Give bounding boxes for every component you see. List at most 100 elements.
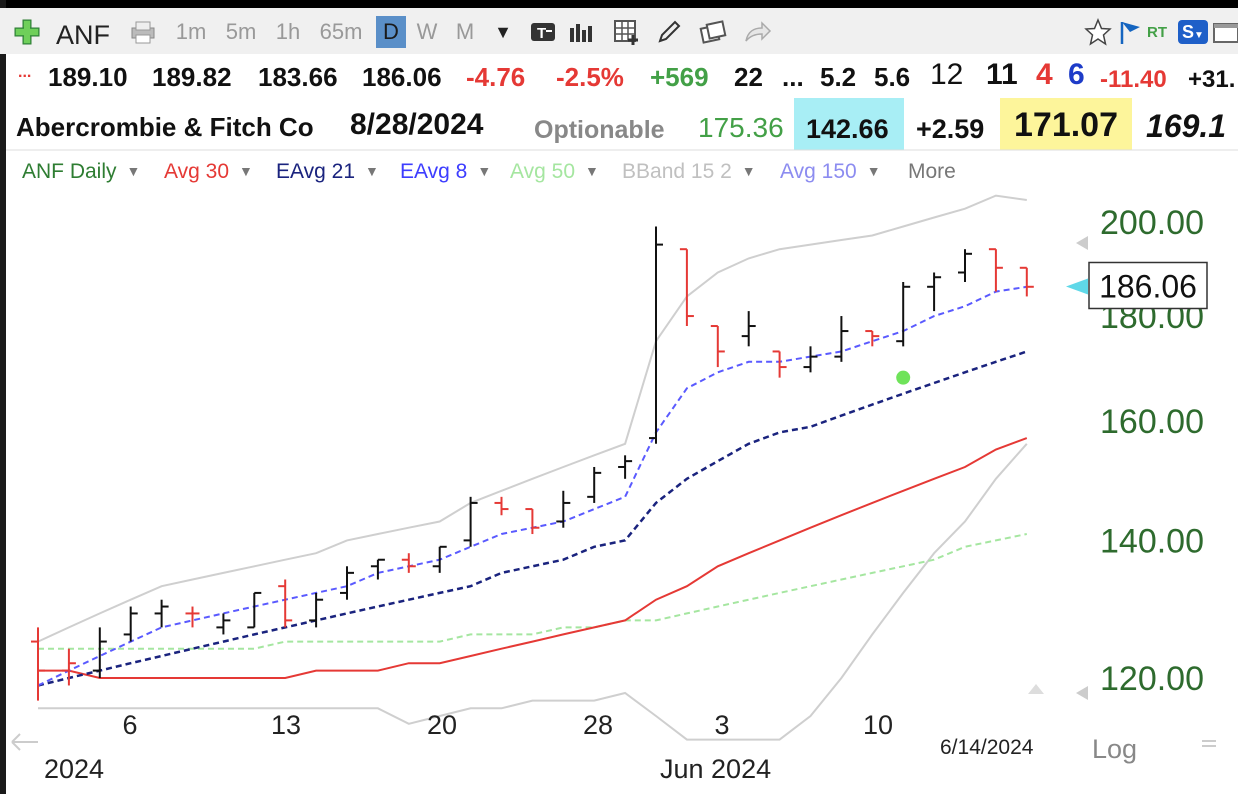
study-avg-30-label: Avg 30 bbox=[164, 160, 229, 183]
scroll-up-triangle-icon[interactable] bbox=[1076, 236, 1088, 250]
quote-value-8: -11.40 bbox=[1100, 66, 1167, 93]
printer-icon[interactable] bbox=[128, 16, 158, 48]
zoom-triangle-icon[interactable] bbox=[1028, 684, 1044, 694]
study-avg-30[interactable]: Avg 30 ▼ bbox=[164, 160, 253, 183]
period-w[interactable]: W bbox=[416, 19, 438, 44]
quote-dots: ... bbox=[18, 64, 32, 81]
quote-value-1: 22 bbox=[734, 62, 763, 92]
x-axis: 6 13 20 28 3 10 2024 Jun 2024 6/14/2024 Log bbox=[11, 710, 1216, 784]
quote-row2-value-4: 171.07 bbox=[1014, 106, 1118, 144]
x-tick-label: 28 bbox=[583, 710, 613, 740]
menu-lines-icon[interactable] bbox=[1202, 740, 1216, 747]
quote-row2-highlight-yellow bbox=[1000, 98, 1132, 150]
quote-value-7: 6 bbox=[1068, 58, 1085, 91]
scroll-left-icon[interactable] bbox=[11, 733, 38, 751]
grid-icon[interactable] bbox=[612, 16, 642, 48]
share-icon[interactable] bbox=[740, 16, 774, 48]
study-eavg-8[interactable]: EAvg 8 ▼ bbox=[400, 160, 492, 183]
quote-row2-value-3: +2.59 bbox=[916, 114, 985, 144]
rt-icon[interactable]: RT bbox=[1147, 23, 1167, 41]
price-bar bbox=[741, 311, 756, 347]
price-bar bbox=[31, 627, 45, 701]
price-bar bbox=[803, 346, 818, 373]
s-icon[interactable]: S▼ bbox=[1176, 16, 1210, 48]
study-anf-daily[interactable]: ANF Daily ▼ bbox=[22, 160, 141, 183]
period-m[interactable]: M bbox=[455, 19, 475, 44]
quote-row2-value-5: 169.1 bbox=[1146, 108, 1227, 144]
price-bar bbox=[92, 627, 107, 678]
dropdown-arrow-icon[interactable]: ▼ bbox=[494, 21, 512, 42]
s-label: S bbox=[1182, 22, 1195, 42]
period-1h[interactable]: 1h bbox=[275, 19, 301, 44]
price-bar bbox=[494, 496, 509, 516]
window-icon[interactable] bbox=[1212, 16, 1238, 48]
x-tick-label: 3 bbox=[714, 710, 729, 740]
add-icon[interactable] bbox=[12, 16, 42, 48]
quote-change-pct: -2.5% bbox=[556, 62, 624, 92]
quote-value-3: 5.6 bbox=[874, 62, 911, 92]
x-month-label: 2024 bbox=[44, 754, 104, 784]
quote-volume-change: +569 bbox=[650, 62, 709, 92]
price-bar bbox=[185, 606, 200, 628]
quote-close: 186.06 bbox=[362, 62, 442, 92]
period-65m[interactable]: 65m bbox=[319, 19, 363, 44]
quote-value-4: 12 bbox=[930, 58, 964, 91]
optionable-label: Optionable bbox=[534, 116, 665, 144]
log-scale-toggle[interactable]: Log bbox=[1092, 734, 1137, 764]
quote-ellipsis: ... bbox=[782, 62, 804, 92]
quote-row-company: Abercrombie & Fitch Co 8/28/2024 Optiona… bbox=[0, 98, 1238, 150]
windows-icon[interactable] bbox=[698, 16, 728, 48]
study-avg-50-label: Avg 50 bbox=[510, 160, 575, 183]
quote-row2-value-1: 175.36 bbox=[698, 112, 784, 143]
star-icon[interactable] bbox=[1082, 16, 1114, 48]
price-bar bbox=[309, 592, 324, 628]
price-bar bbox=[247, 591, 262, 629]
bar-style-icon[interactable] bbox=[566, 16, 596, 48]
period-d[interactable]: D bbox=[376, 16, 406, 48]
study-lines bbox=[37, 194, 1028, 741]
period-1m[interactable]: 1m bbox=[175, 19, 207, 44]
toolbar: ANF 1m 5m 1h 65m D W M ▼ T RT S▼ bbox=[0, 8, 1238, 54]
x-tick-label: 20 bbox=[427, 710, 457, 740]
chart-widgets bbox=[896, 370, 911, 385]
x-tick-label: 10 bbox=[863, 710, 893, 740]
study-eavg-21-label: EAvg 21 bbox=[276, 160, 356, 183]
price-bar bbox=[865, 330, 880, 347]
signal-dot bbox=[896, 370, 911, 385]
price-bar bbox=[618, 455, 633, 479]
flag-icon[interactable] bbox=[1118, 16, 1144, 48]
price-bar bbox=[463, 496, 478, 547]
x-month-label: Jun 2024 bbox=[660, 754, 771, 784]
study-bband[interactable]: BBand 15 2 ▼ bbox=[622, 160, 756, 183]
quote-change: -4.76 bbox=[466, 62, 526, 92]
study-avg-50[interactable]: Avg 50 ▼ bbox=[510, 160, 599, 183]
x-tick-label: 13 bbox=[271, 710, 301, 740]
period-5m[interactable]: 5m bbox=[225, 19, 257, 44]
study-anf-daily-label: ANF Daily bbox=[22, 160, 117, 183]
price-bar bbox=[587, 466, 602, 503]
price-bars bbox=[31, 226, 1034, 701]
text-tool-icon[interactable]: T bbox=[528, 16, 558, 48]
study-avg-150[interactable]: Avg 150 ▼ bbox=[780, 160, 881, 183]
price-bar bbox=[649, 226, 663, 444]
scroll-down-triangle-icon[interactable] bbox=[1076, 686, 1088, 700]
symbol-field[interactable]: ANF bbox=[56, 20, 110, 50]
y-tick-label: 140.00 bbox=[1100, 522, 1204, 560]
pencil-icon[interactable] bbox=[654, 16, 684, 48]
study-eavg-21[interactable]: EAvg 21 ▼ bbox=[276, 160, 379, 183]
price-bar bbox=[556, 490, 571, 528]
study-bband-label: BBand 15 2 bbox=[622, 160, 732, 183]
study-more[interactable]: More bbox=[908, 160, 956, 183]
quote-value-9: +31. bbox=[1188, 66, 1236, 93]
price-bar bbox=[216, 613, 231, 635]
price-bar bbox=[370, 558, 385, 580]
quote-row-prices: ... 189.10 189.82 183.66 186.06 -4.76 -2… bbox=[0, 58, 1238, 98]
window-top-border bbox=[0, 0, 1238, 8]
price-bar bbox=[525, 508, 540, 535]
price-bar bbox=[1019, 266, 1034, 297]
current-price-pointer bbox=[1066, 278, 1088, 295]
quote-value-5: 11 bbox=[986, 58, 1018, 91]
study-avg-150-label: Avg 150 bbox=[780, 160, 857, 183]
